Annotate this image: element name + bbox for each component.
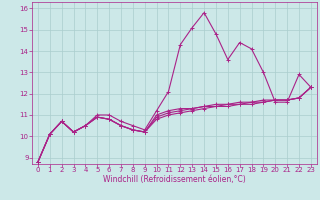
X-axis label: Windchill (Refroidissement éolien,°C): Windchill (Refroidissement éolien,°C) bbox=[103, 175, 246, 184]
